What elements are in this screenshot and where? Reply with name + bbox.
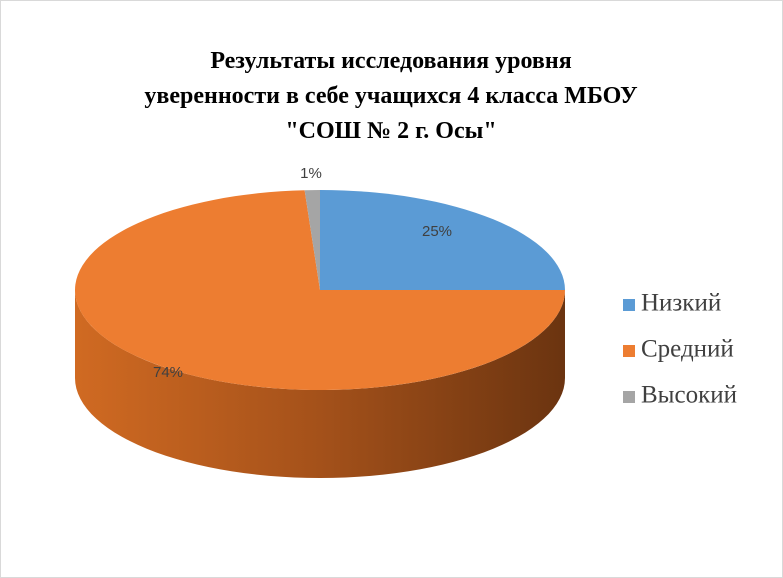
legend-label: Средний: [641, 336, 734, 363]
chart-title: Результаты исследования уровня: [210, 48, 571, 74]
legend-label: Низкий: [641, 290, 721, 317]
data-label: 25%: [422, 223, 452, 240]
pie-slice-side: [75, 290, 565, 478]
legend-swatch: [623, 299, 635, 311]
data-label: 1%: [300, 165, 322, 182]
chart-title: "СОШ № 2 г. Осы": [285, 118, 496, 144]
pie-slice: [304, 190, 320, 290]
legend-swatch: [623, 345, 635, 357]
legend-label: Высокий: [641, 382, 737, 409]
data-label: 74%: [153, 364, 183, 381]
pie-slice: [320, 190, 565, 290]
legend-swatch: [623, 391, 635, 403]
chart-title: уверенности в себе учащихся 4 класса МБО…: [144, 83, 638, 109]
pie-slice: [74, 190, 565, 391]
